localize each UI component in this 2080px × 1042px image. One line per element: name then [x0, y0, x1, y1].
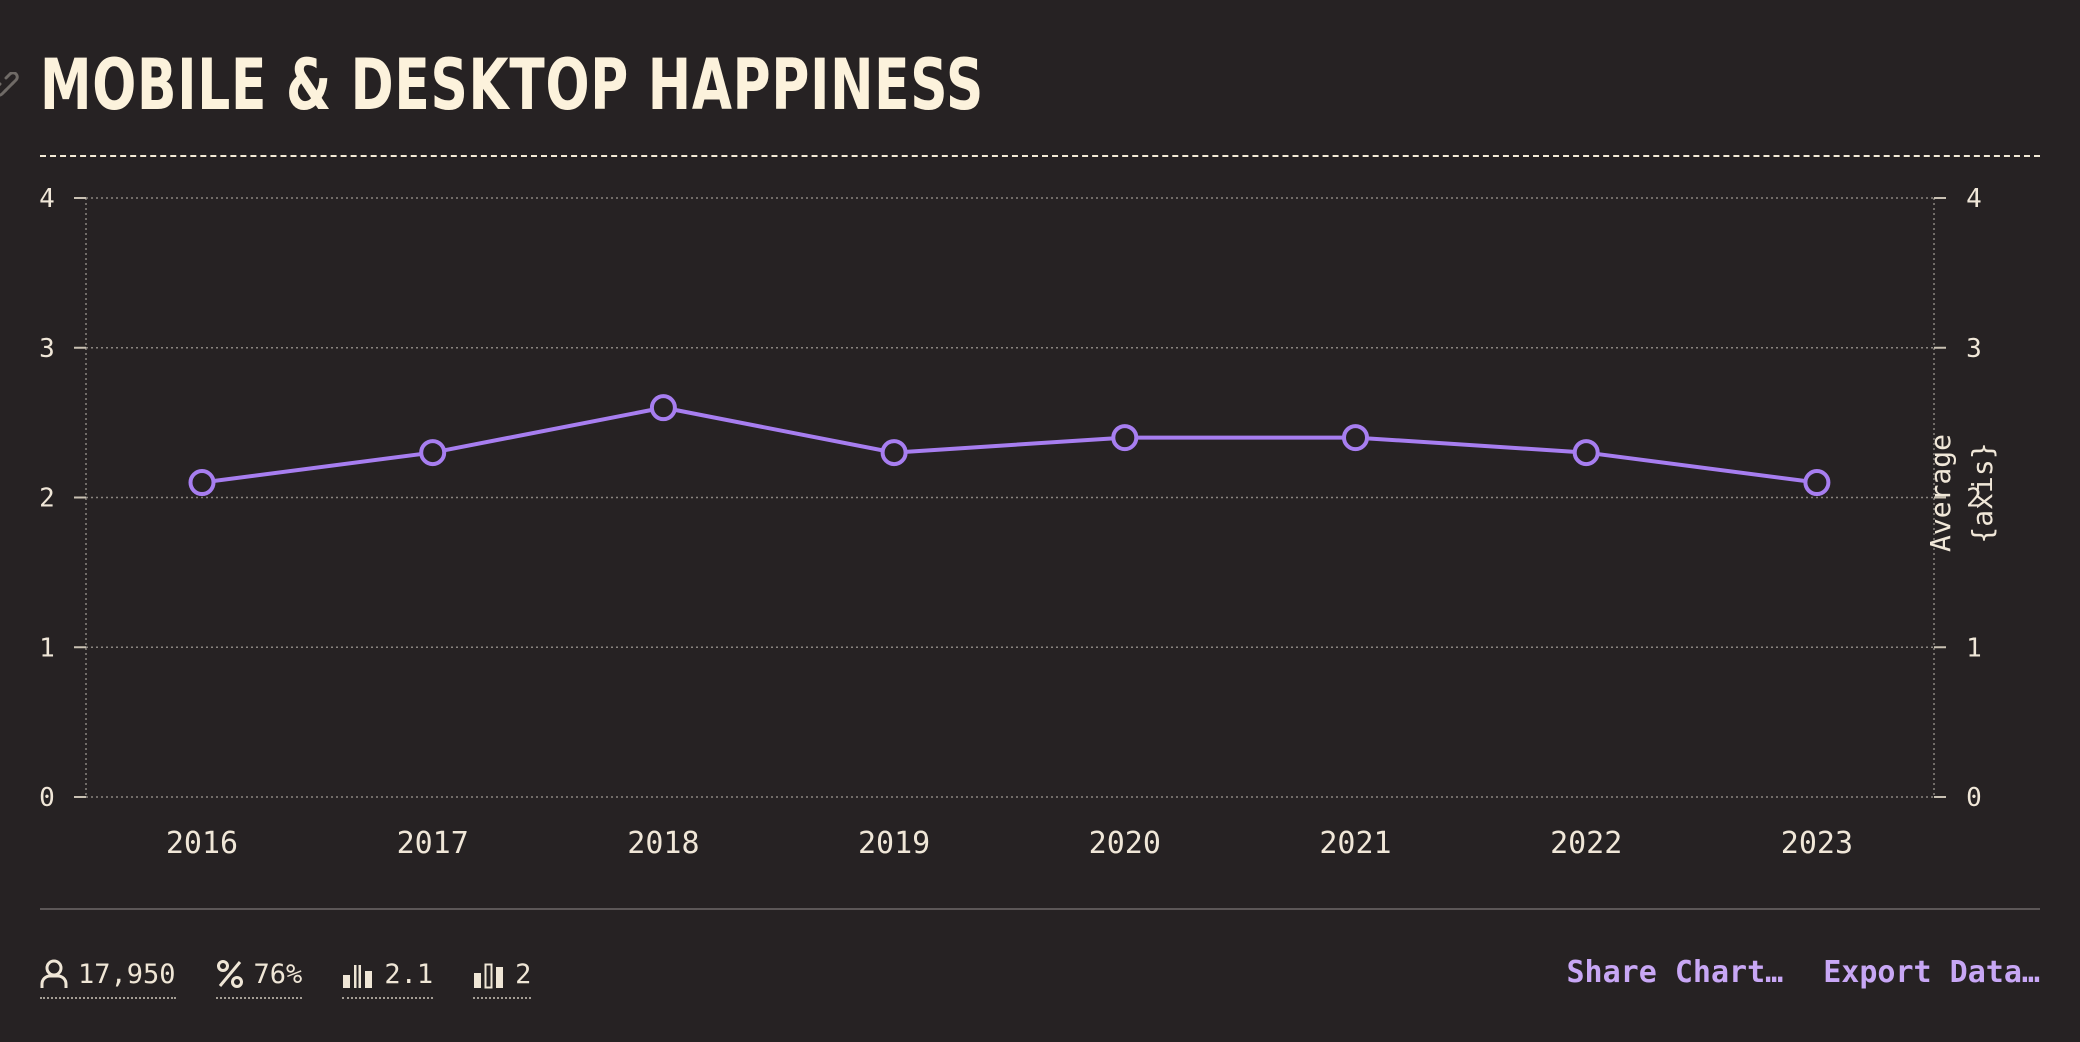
y-tick-label: 1 — [39, 633, 55, 663]
y2-tick-label: 1 — [1966, 633, 1982, 663]
x-tick-label: 2021 — [1319, 826, 1391, 861]
y2-tick-label: 2 — [1966, 484, 1982, 514]
respondents-stat[interactable]: 17,950 — [40, 953, 176, 999]
line-chart: 0 0 1 1 2 2 3 3 4 4 2016 2017 2018 2019 2020 2021 2022 20… — [39, 184, 1999, 861]
mean-bars-icon — [343, 959, 373, 989]
respondents-count: 17,950 — [78, 958, 176, 990]
y-tick-label: 3 — [39, 334, 55, 364]
median-bars-icon — [474, 963, 504, 989]
data-point — [1572, 439, 1600, 467]
y2-tick-label: 0 — [1966, 783, 1982, 813]
x-tick-label: 2020 — [1089, 826, 1161, 861]
link-icon[interactable] — [0, 72, 24, 102]
median-stat[interactable]: 2 — [473, 953, 532, 999]
y2-tick-label: 4 — [1966, 184, 1982, 214]
x-tick-label: 2023 — [1781, 826, 1853, 861]
x-tick-label: 2016 — [166, 826, 238, 861]
chart-actions: Share Chart… Export Data… — [1567, 955, 2041, 990]
mean-stat[interactable]: 2.1 — [342, 953, 434, 999]
y2-tick-label: 3 — [1966, 334, 1982, 364]
data-point — [1803, 469, 1831, 497]
share-chart-link[interactable]: Share Chart… — [1566, 955, 1784, 990]
data-point — [649, 394, 677, 422]
export-data-link[interactable]: Export Data… — [1823, 955, 2040, 990]
stats-bar: 17,950 76% 2.1 2 — [40, 953, 532, 999]
data-point — [1342, 424, 1369, 452]
x-tick-label: 2018 — [627, 826, 699, 861]
percent-icon — [216, 960, 243, 988]
data-point — [880, 439, 908, 467]
x-tick-label: 2019 — [858, 826, 930, 861]
y2-axis-title-line: Average — [1924, 434, 1957, 552]
series-line — [201, 405, 1818, 485]
y-tick-label: 4 — [39, 184, 55, 214]
y2-axis-title: Average {axis} — [1924, 434, 1999, 552]
percentage-stat[interactable]: 76% — [215, 953, 303, 999]
mean-value: 2.1 — [384, 958, 434, 990]
median-value: 2 — [515, 958, 532, 990]
data-point — [1111, 424, 1139, 452]
x-tick-label: 2017 — [397, 826, 469, 861]
x-tick-label: 2022 — [1550, 826, 1622, 861]
title-divider — [40, 155, 2040, 157]
y2-axis-title-line: {axis} — [1966, 442, 1999, 543]
data-point — [188, 469, 216, 497]
y-tick-label: 2 — [39, 484, 55, 514]
user-icon — [40, 959, 68, 988]
page-title: MOBILE & DESKTOP HAPPINESS — [40, 44, 985, 126]
data-point — [419, 439, 447, 467]
footer-divider — [40, 908, 2040, 910]
percentage-value: 76% — [253, 958, 303, 990]
y-tick-label: 0 — [39, 783, 55, 813]
